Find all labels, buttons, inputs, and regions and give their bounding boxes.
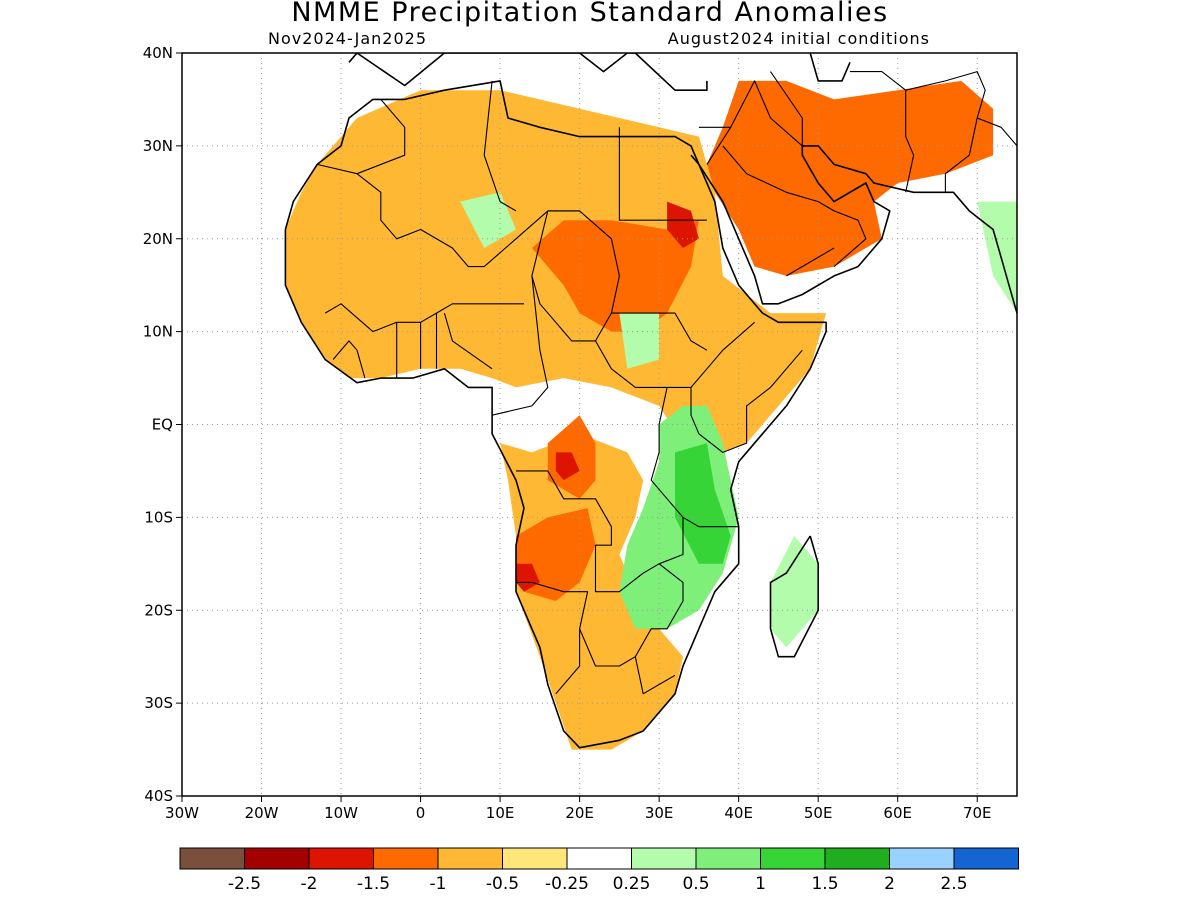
color-legend: -2.5 -2 -1.5 -1 -0.5 -0.25 0.25 0.5 1 1.5 2 2.5 [179, 847, 1019, 894]
country-border [356, 350, 366, 379]
country-border [595, 321, 755, 388]
country-border [356, 99, 406, 175]
lat-tick-label: 10S [144, 508, 173, 526]
legend-swatch [244, 847, 310, 870]
legend-label: -0.5 [486, 874, 519, 894]
lat-tick-label: 40N [143, 44, 173, 62]
country-border [611, 312, 708, 351]
chart-title: NMME Precipitation Standard Anomalies [291, 0, 888, 28]
lon-tick-label: 0 [416, 804, 426, 822]
coastline-caspian-coast [809, 53, 851, 82]
legend-swatch [179, 847, 245, 870]
legend-label: -1.5 [357, 874, 390, 894]
legend-label: 0.5 [682, 874, 709, 894]
region-arabia-strong-dry [706, 80, 994, 276]
coastline-africa-coast [284, 80, 827, 749]
region-red-sea-dry [667, 201, 699, 248]
country-border [491, 210, 580, 416]
lon-tick-label: 20E [565, 804, 594, 822]
lon-tick-label: 30E [645, 804, 674, 822]
region-sahel-wet [619, 313, 660, 369]
coastline-madagascar-coast [769, 535, 820, 658]
legend-swatch [695, 847, 761, 870]
legend-swatch [631, 847, 697, 870]
initial-conditions-subtitle: August2024 initial conditions [668, 29, 930, 48]
lat-tick-label: 30N [143, 137, 173, 155]
country-border [770, 71, 803, 146]
country-border [690, 349, 803, 453]
legend-label: 1.5 [811, 874, 838, 894]
legend-swatch [824, 847, 890, 870]
coastline-arabia-coast [690, 145, 1017, 314]
region-sahel-patch-dry2 [531, 220, 699, 332]
lat-tick-label: 30S [144, 694, 173, 712]
lat-tick-label: 20N [143, 230, 173, 248]
legend-swatch [373, 847, 439, 870]
region-madagascar-wet [770, 536, 819, 648]
season-subtitle: Nov2024-Jan2025 [268, 29, 427, 48]
legend-label: -0.25 [545, 874, 589, 894]
country-border [443, 312, 493, 370]
country-borders [317, 71, 1017, 695]
country-border [634, 656, 676, 695]
region-east-africa-strong-wet [675, 443, 731, 564]
country-border [786, 247, 835, 277]
legend-label: -1 [430, 874, 447, 894]
legend-swatch [437, 847, 503, 870]
legend-swatch [760, 847, 826, 870]
lon-tick-label: 20W [245, 804, 279, 822]
lat-tick-label: EQ [152, 416, 173, 434]
longitude-ticks: 30W 20W 10W 0 10E 20E 30E 40E 50E 60E 70E [165, 796, 992, 822]
region-sahara-wet [460, 192, 516, 248]
lon-tick-label: 30W [165, 804, 199, 822]
lat-tick-label: 40S [144, 787, 173, 805]
region-angola-strong-dry [516, 563, 540, 592]
legend-label: 1 [755, 874, 766, 894]
country-border [618, 127, 707, 221]
country-border [706, 80, 803, 165]
region-congo-strong-dry [555, 452, 580, 481]
legend-label: 2 [884, 874, 895, 894]
lon-tick-label: 70E [963, 804, 992, 822]
anomaly-shading [285, 80, 1017, 750]
legend-swatch [502, 847, 568, 870]
legend-swatch [308, 847, 374, 870]
gridlines [182, 53, 1017, 796]
country-border [516, 581, 589, 695]
legend-label: -2.5 [228, 874, 261, 894]
lat-tick-label: 10N [143, 323, 173, 341]
lon-tick-label: 40E [724, 804, 753, 822]
coastline-mediterranean-north-coast [348, 53, 708, 91]
country-border [850, 71, 915, 193]
country-border [332, 340, 358, 360]
latitude-ticks: 40N 30N 20N 10N EQ 10S 20S 30S 40S [143, 44, 182, 805]
legend-label: -2 [301, 874, 318, 894]
country-border [516, 470, 684, 593]
lon-tick-label: 10W [324, 804, 358, 822]
coastlines [284, 53, 1017, 749]
region-sw-africa-dry [500, 433, 683, 750]
legend-swatch [889, 847, 955, 870]
lon-tick-label: 60E [883, 804, 912, 822]
country-border [905, 71, 986, 193]
region-india-wet [977, 201, 1017, 314]
lon-tick-label: 10E [486, 804, 515, 822]
country-border [483, 80, 517, 212]
country-border [722, 145, 867, 268]
legend-swatch [953, 847, 1019, 870]
country-border [579, 563, 684, 667]
legend-swatch [566, 847, 632, 870]
country-border [650, 387, 739, 528]
legend-label: 2.5 [940, 874, 967, 894]
lat-tick-label: 20S [144, 601, 173, 619]
legend-label: 0.25 [613, 874, 651, 894]
lon-tick-label: 50E [804, 804, 833, 822]
country-border [977, 117, 1017, 147]
country-border [324, 303, 524, 333]
